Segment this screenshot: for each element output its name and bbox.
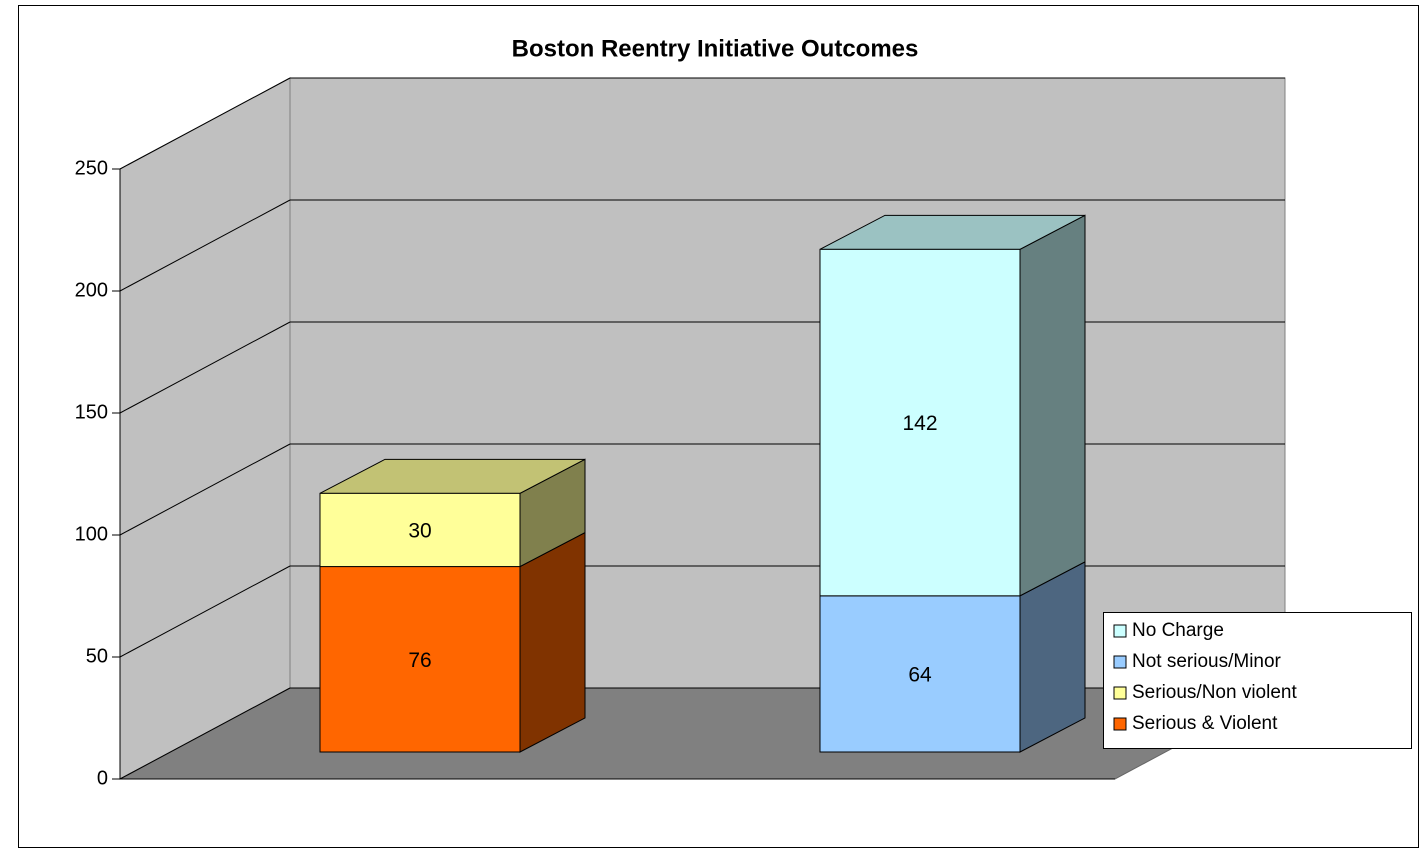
legend-label: Serious & Violent [1132, 713, 1278, 734]
side-wall [119, 77, 291, 780]
legend-box [1103, 612, 1412, 749]
bar [819, 595, 1021, 753]
value-label: 30 [408, 520, 431, 543]
grid-line [119, 199, 291, 292]
legend-swatch [1113, 624, 1127, 638]
grid-line [119, 565, 291, 658]
legend-swatch [1113, 655, 1127, 669]
value-label: 64 [908, 663, 932, 686]
y-tick-label: 150 [75, 401, 108, 423]
legend-swatch [1113, 686, 1127, 700]
legend-swatch [1113, 717, 1127, 731]
bar-side [1019, 214, 1086, 597]
grid-line [119, 443, 291, 536]
chart-title: Boston Reentry Initiative Outcomes [512, 35, 919, 62]
legend-label: Not serious/Minor [1132, 651, 1282, 672]
y-tick-label: 0 [97, 767, 108, 789]
bar-side [519, 531, 586, 753]
grid-line [119, 77, 291, 170]
y-tick-label: 200 [75, 279, 108, 301]
y-tick-label: 100 [75, 523, 108, 545]
legend-label: No Charge [1132, 620, 1224, 641]
value-label: 142 [902, 412, 937, 435]
bar [319, 492, 521, 568]
bar [319, 566, 521, 753]
legend-label: Serious/Non violent [1132, 682, 1297, 703]
y-tick-label: 250 [75, 157, 108, 179]
bar [819, 248, 1021, 597]
grid-line [119, 687, 291, 780]
y-tick-label: 50 [86, 645, 108, 667]
grid-line [119, 321, 291, 414]
value-label: 76 [408, 649, 431, 672]
